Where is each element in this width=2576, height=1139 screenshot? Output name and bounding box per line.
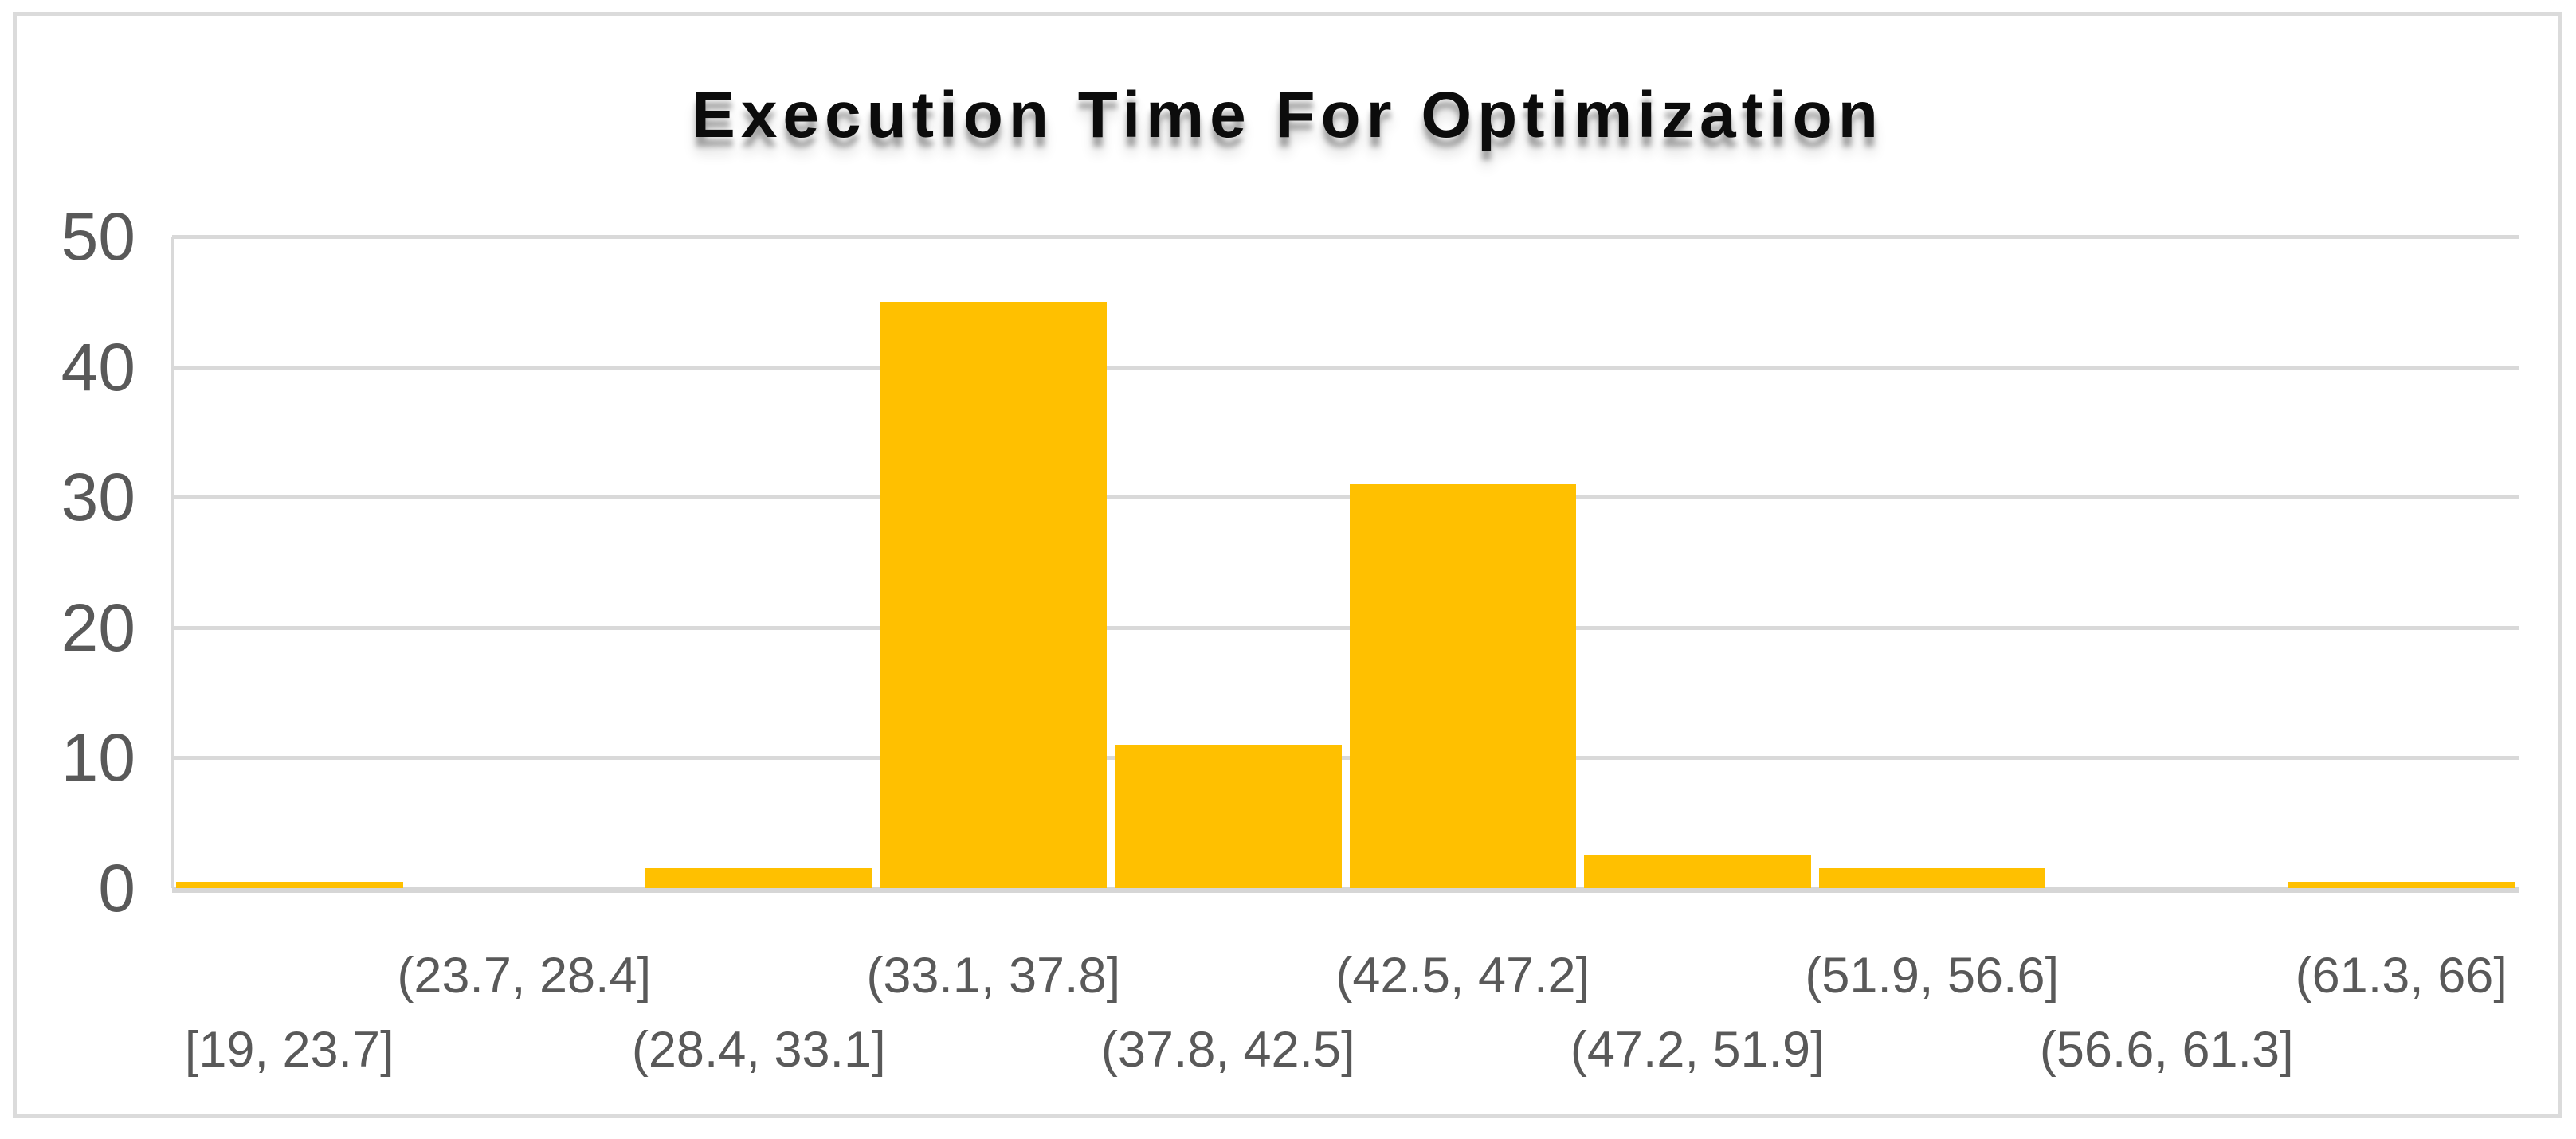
y-axis-line bbox=[171, 237, 174, 888]
plot-area bbox=[171, 235, 2519, 893]
bar-(47.2, 51.9] bbox=[1584, 855, 1811, 888]
gridline-y-10 bbox=[172, 756, 2519, 761]
bar-[19, 23.7] bbox=[176, 881, 403, 888]
x-tick-label-[19, 23.7]: [19, 23.7] bbox=[184, 1022, 394, 1078]
bar-(42.5, 47.2] bbox=[1349, 483, 1576, 888]
bar-(51.9, 56.6] bbox=[1818, 868, 2045, 888]
gridline-y-20 bbox=[172, 625, 2519, 630]
bar-(28.4, 33.1] bbox=[645, 868, 872, 888]
chart-frame: Execution Time For Optimization bbox=[13, 12, 2562, 1118]
x-tick-label-(56.6, 61.3]: (56.6, 61.3] bbox=[2039, 1022, 2294, 1078]
y-tick-label-10: 10 bbox=[61, 720, 135, 796]
x-tick-label-(51.9, 56.6]: (51.9, 56.6] bbox=[1805, 948, 2060, 1004]
bar-(61.3, 66] bbox=[2288, 881, 2515, 888]
bar-(37.8, 42.5] bbox=[1115, 745, 1342, 888]
bar-(33.1, 37.8] bbox=[880, 301, 1107, 888]
y-tick-label-40: 40 bbox=[61, 329, 135, 405]
y-tick-label-30: 30 bbox=[61, 460, 135, 535]
gridline-y-30 bbox=[172, 495, 2519, 500]
x-tick-label-(33.1, 37.8]: (33.1, 37.8] bbox=[866, 948, 1121, 1004]
chart-title: Execution Time For Optimization bbox=[692, 79, 1884, 151]
x-tick-label-(47.2, 51.9]: (47.2, 51.9] bbox=[1570, 1022, 1825, 1078]
gridline-y-50 bbox=[172, 235, 2519, 239]
y-tick-label-0: 0 bbox=[98, 851, 135, 926]
y-tick-label-50: 50 bbox=[61, 199, 135, 274]
x-tick-label-(28.4, 33.1]: (28.4, 33.1] bbox=[631, 1022, 886, 1078]
y-tick-label-20: 20 bbox=[61, 589, 135, 665]
gridline-y-40 bbox=[172, 365, 2519, 370]
x-tick-label-(37.8, 42.5]: (37.8, 42.5] bbox=[1100, 1022, 1355, 1078]
x-tick-label-(23.7, 28.4]: (23.7, 28.4] bbox=[397, 948, 652, 1004]
x-tick-label-(61.3, 66]: (61.3, 66] bbox=[2295, 948, 2507, 1004]
x-tick-label-(42.5, 47.2]: (42.5, 47.2] bbox=[1335, 948, 1590, 1004]
gridline-y-0 bbox=[172, 887, 2519, 893]
